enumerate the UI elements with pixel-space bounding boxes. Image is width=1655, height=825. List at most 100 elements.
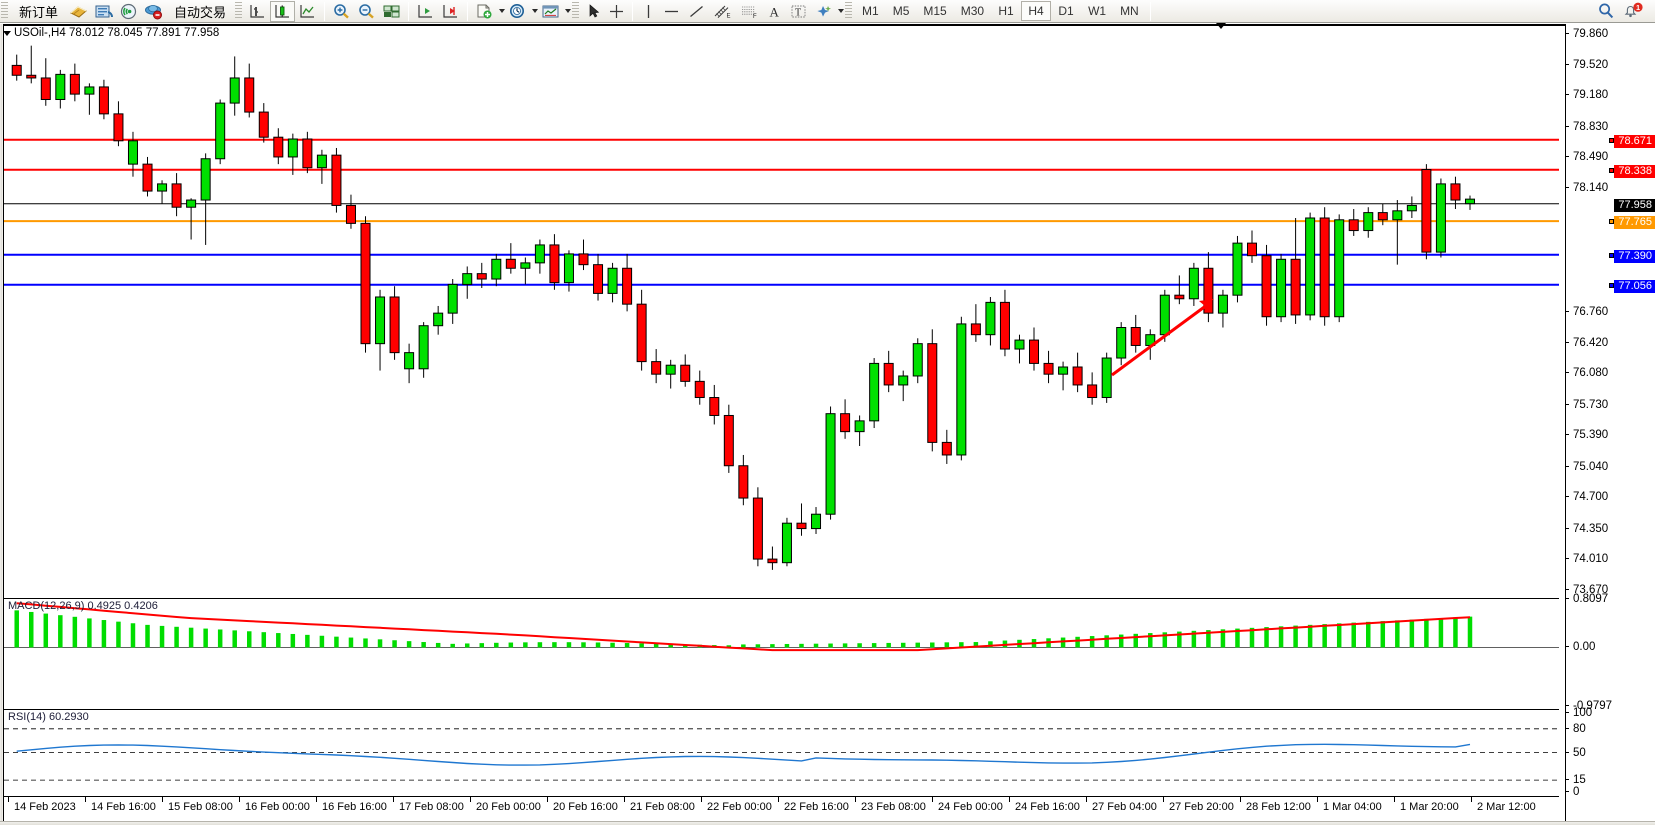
vertical-line-icon[interactable] (637, 1, 659, 22)
price-scale[interactable]: 79.860 79.520 79.180 78.830 78.490 78.140 76.7… (1565, 24, 1655, 822)
candle-body (985, 301, 996, 336)
rsi-scale-tick: 15 (1566, 774, 1586, 786)
candle-body (898, 375, 909, 386)
chart-left-grip[interactable] (0, 24, 3, 822)
price-line-handle[interactable] (1609, 282, 1615, 288)
candle-body (549, 244, 560, 284)
candle-body (287, 138, 298, 158)
price-line-tag-78.671[interactable]: 78.671 (1609, 134, 1655, 148)
rsi-pane[interactable]: RSI(14) 60.2930 (4, 709, 1559, 795)
equidistant-channel-icon[interactable]: E (709, 1, 736, 22)
candle-body (869, 362, 880, 422)
templates-icon[interactable] (538, 1, 563, 22)
price-line-handle[interactable] (1609, 167, 1615, 173)
candle-body (563, 253, 574, 284)
alert-bell-icon[interactable]: 1 (1619, 1, 1647, 22)
toolbar-grip[interactable] (1, 2, 8, 20)
zoom-out-icon[interactable] (354, 1, 379, 22)
timeframe-m1[interactable]: M1 (862, 4, 879, 18)
templates-dropdown-caret[interactable] (565, 9, 572, 13)
svg-text:T: T (795, 7, 801, 18)
arrows-shapes-icon[interactable] (811, 1, 836, 22)
candle-body (462, 273, 473, 285)
price-tick: 78.490 (1566, 151, 1608, 163)
chart-shift-icon[interactable] (413, 1, 438, 22)
new-chart-icon[interactable] (472, 1, 497, 22)
toolbar-grip-2[interactable] (235, 2, 243, 20)
macd-scale-tick: -0.9797 (1566, 700, 1612, 712)
price-pane[interactable] (4, 25, 1559, 595)
timeframe-m5[interactable]: M5 (892, 4, 910, 18)
time-tick-label: 22 Feb 16:00 (784, 801, 849, 813)
macd-scale-tick: 0.8097 (1566, 593, 1608, 605)
period-clock-icon[interactable] (505, 1, 530, 22)
trend-line-icon[interactable] (684, 1, 709, 22)
candle-body (157, 183, 168, 192)
candlestick-chart-icon[interactable] (270, 0, 296, 22)
time-tick-mark (1317, 797, 1318, 802)
candle-body (215, 102, 226, 160)
candle-body (1217, 294, 1228, 314)
candle-body (593, 264, 604, 294)
price-tick: 75.730 (1566, 399, 1608, 411)
bar-chart-icon[interactable] (245, 1, 270, 22)
timeframe-m15[interactable]: M15 (923, 4, 947, 18)
price-line-tag-77.958[interactable]: 77.958 (1614, 198, 1655, 212)
price-line-handle[interactable] (1609, 252, 1615, 258)
timeframe-mn[interactable]: MN (1120, 4, 1139, 18)
crosshair-icon[interactable] (605, 1, 628, 22)
candle-body (723, 414, 734, 467)
candle-body (26, 74, 37, 79)
candle-body (607, 267, 618, 294)
candle-body (273, 136, 284, 158)
candle-body (781, 522, 792, 564)
timeframe-h4[interactable]: H4 (1021, 1, 1052, 21)
toolbar-grip-4[interactable] (845, 2, 853, 20)
price-line-value: 77.056 (1618, 279, 1652, 292)
price-line-value: 78.671 (1618, 134, 1652, 147)
candle-body (1421, 169, 1432, 253)
horizontal-line-icon[interactable] (659, 1, 684, 22)
expert-advisor-icon[interactable] (66, 1, 91, 22)
autotrading-icon[interactable] (141, 1, 166, 22)
macd-pane[interactable]: MACD(12,26,9) 0.4925 0.4206 (4, 598, 1559, 706)
search-icon[interactable] (1593, 1, 1619, 22)
candlestick-chart[interactable] (4, 25, 1559, 595)
price-tick: 74.700 (1566, 492, 1608, 503)
price-line-tag-77.056[interactable]: 77.056 (1609, 279, 1655, 293)
toolbar-separator-4 (632, 1, 634, 21)
autotrading-button[interactable]: 自动交易 (166, 1, 234, 22)
period-dropdown-caret[interactable] (532, 9, 539, 13)
timeframe-d1[interactable]: D1 (1058, 4, 1074, 18)
text-label-icon[interactable]: T (786, 1, 811, 22)
price-line-handle[interactable] (1609, 219, 1615, 225)
chart-collapse-caret[interactable] (3, 31, 11, 36)
text-tool-icon[interactable]: A (763, 1, 786, 22)
line-chart-icon[interactable] (295, 1, 320, 22)
zoom-in-icon[interactable] (329, 1, 354, 22)
time-tick-label: 14 Feb 2023 (14, 801, 76, 813)
fibonacci-retracement-icon[interactable]: F (736, 1, 763, 22)
new-order-button[interactable]: 新订单 (11, 1, 66, 22)
auto-scroll-icon[interactable] (438, 1, 463, 22)
timeframe-h1[interactable]: H1 (998, 4, 1014, 18)
price-line-tag-77.390[interactable]: 77.390 (1609, 249, 1655, 263)
price-line-tag-78.338[interactable]: 78.338 (1609, 164, 1655, 178)
price-tick: 76.760 (1566, 307, 1608, 318)
data-window-icon[interactable] (91, 1, 116, 22)
signals-icon[interactable] (116, 1, 141, 22)
price-line-handle[interactable] (1609, 137, 1615, 143)
candle-body (651, 361, 662, 375)
chart-container[interactable]: USOil-,H4 78.012 78.045 77.891 77.958 MA… (0, 23, 1655, 825)
toolbar-grip-3[interactable] (572, 2, 580, 20)
arrows-dropdown-caret[interactable] (838, 9, 845, 13)
new-chart-dropdown-caret[interactable] (499, 9, 506, 13)
cursor-icon[interactable] (582, 1, 605, 22)
candle-body (302, 138, 313, 169)
price-line-tag-77.765[interactable]: 77.765 (1609, 216, 1655, 230)
time-tick-label: 21 Feb 08:00 (630, 801, 695, 813)
candle-body (738, 465, 749, 499)
timeframe-m30[interactable]: M30 (960, 4, 985, 18)
tile-windows-icon[interactable] (379, 1, 404, 22)
timeframe-w1[interactable]: W1 (1088, 4, 1107, 18)
